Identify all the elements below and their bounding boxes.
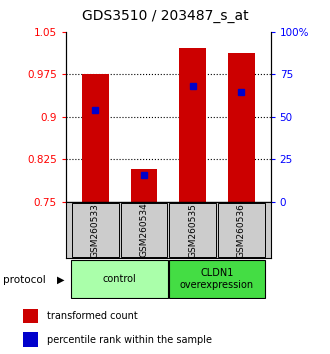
FancyBboxPatch shape [71,260,168,297]
Text: ▶: ▶ [57,275,65,285]
Bar [179,48,206,202]
Bar [22,332,38,347]
Text: protocol: protocol [3,275,46,285]
Text: percentile rank within the sample: percentile rank within the sample [47,335,212,345]
Text: CLDN1
overexpression: CLDN1 overexpression [180,268,254,290]
Text: GSM260535: GSM260535 [188,202,197,258]
Bar [22,309,38,324]
FancyBboxPatch shape [72,203,118,257]
Text: transformed count: transformed count [47,311,138,321]
Text: GSM260536: GSM260536 [237,202,246,258]
Text: GDS3510 / 203487_s_at: GDS3510 / 203487_s_at [82,9,248,23]
FancyBboxPatch shape [218,203,265,257]
Text: GSM260534: GSM260534 [140,203,148,257]
FancyBboxPatch shape [169,260,265,297]
FancyBboxPatch shape [169,203,216,257]
Bar [131,169,157,202]
Bar [82,74,109,202]
FancyBboxPatch shape [120,203,167,257]
Text: control: control [103,274,137,284]
Bar [228,53,255,202]
Text: GSM260533: GSM260533 [91,202,100,258]
